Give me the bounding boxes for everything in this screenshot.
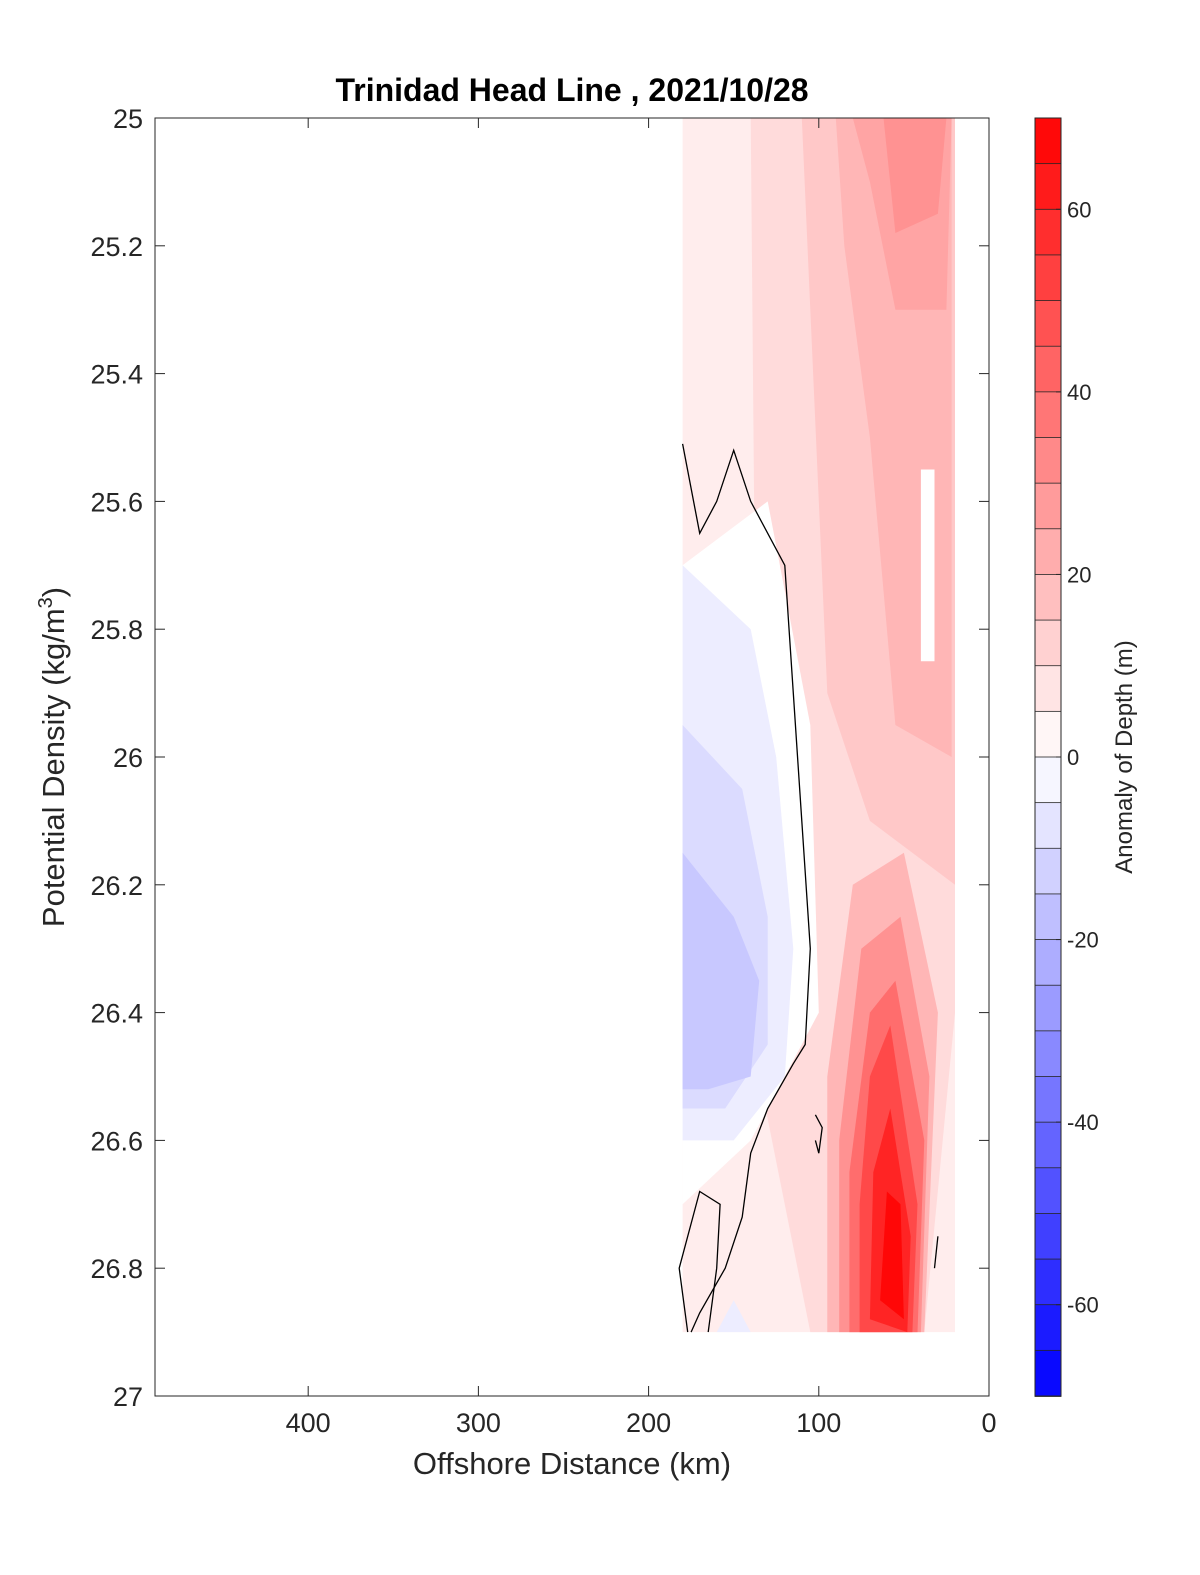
colorbar-tick-label: -40	[1067, 1110, 1099, 1135]
colorbar-step	[1034, 847, 1062, 895]
colorbar-step	[1034, 482, 1062, 530]
colorbar-ticks: 60 40 20 0 -20 -40 -60	[1056, 197, 1099, 1318]
colorbar-step	[1034, 1304, 1062, 1352]
colorbar-step	[1034, 391, 1062, 439]
y-tick-label: 25.2	[90, 232, 143, 262]
y-tick-label: 25.8	[90, 615, 143, 645]
y-tick-label: 26.6	[90, 1126, 143, 1156]
colorbar-step	[1034, 1030, 1062, 1078]
y-axis-ticks: 25 25.2 25.4 25.6 25.8 26 26.2 26.4 26.6 26.8 27	[90, 104, 989, 1412]
colorbar-step	[1034, 1076, 1062, 1124]
y-axis-label: Potential Density (kg/m3)	[35, 587, 71, 927]
colorbar-step	[1034, 574, 1062, 621]
colorbar-step	[1034, 1258, 1062, 1306]
y-tick-label: 25.6	[90, 487, 143, 517]
contour-region-near-zero-1	[920, 469, 935, 662]
x-tick-label: 0	[981, 1408, 996, 1438]
colorbar-step	[1034, 1167, 1062, 1215]
plot-area: 400 300 200 100 0 25 25.2 25.4 25.6 25.8 26 26.2 26…	[90, 104, 996, 1438]
colorbar-step	[1034, 756, 1062, 804]
zero-contour-line-2	[814, 1114, 823, 1154]
x-tick-label: 300	[456, 1408, 501, 1438]
colorbar-step	[1034, 163, 1062, 211]
x-axis-ticks: 400 300 200 100 0	[286, 118, 997, 1438]
colorbar-tick-label: -20	[1067, 928, 1099, 953]
y-axis-label-superscript: 3	[35, 597, 57, 608]
colorbar-step	[1034, 984, 1062, 1032]
y-tick-label: 26.8	[90, 1254, 143, 1284]
x-axis-label: Offshore Distance (km)	[413, 1446, 731, 1481]
colorbar-label: Anomaly of Depth (m)	[1111, 640, 1138, 873]
colorbar-tick-label: 0	[1067, 745, 1079, 770]
colorbar-tick-label: -60	[1067, 1293, 1099, 1318]
x-tick-label: 200	[626, 1408, 671, 1438]
colorbar-step	[1034, 117, 1062, 165]
x-tick-label: 400	[286, 1408, 331, 1438]
colorbar-steps	[1034, 117, 1062, 1397]
contour-region-positive-11	[880, 1191, 904, 1320]
contour-fill-layer	[682, 118, 955, 1333]
colorbar-step	[1034, 528, 1062, 576]
colorbar-step	[1034, 619, 1062, 667]
y-tick-label: 26	[113, 743, 143, 773]
colorbar-step	[1034, 1349, 1062, 1397]
colorbar-step	[1034, 254, 1062, 302]
colorbar-step	[1034, 893, 1062, 941]
y-axis-label-main: Potential Density (kg/m	[36, 608, 71, 927]
colorbar-step	[1034, 802, 1062, 850]
zero-contour-lines	[678, 443, 939, 1333]
colorbar-step	[1034, 939, 1062, 987]
y-tick-label: 26.4	[90, 999, 143, 1029]
colorbar-tick-label: 20	[1067, 562, 1091, 587]
chart-title: Trinidad Head Line , 2021/10/28	[335, 72, 808, 108]
colorbar-step	[1034, 437, 1062, 485]
colorbar: 60 40 20 0 -20 -40 -60 Anomaly of Depth (m)	[1034, 117, 1138, 1397]
zero-contour-line-3	[933, 1236, 939, 1269]
y-axis-label-close: )	[36, 587, 71, 597]
colorbar-step	[1034, 1213, 1062, 1260]
colorbar-step	[1034, 208, 1062, 256]
colorbar-step	[1034, 665, 1062, 713]
colorbar-step	[1034, 710, 1062, 758]
zero-contour-line-1	[678, 1190, 721, 1333]
colorbar-tick-label: 60	[1067, 197, 1091, 222]
y-tick-label: 25.4	[90, 360, 143, 390]
zero-contour-line-0	[681, 443, 811, 1333]
colorbar-step	[1034, 300, 1062, 348]
colorbar-step	[1034, 1121, 1062, 1169]
colorbar-tick-label: 40	[1067, 380, 1091, 405]
contour-region-positive-5	[883, 118, 947, 233]
y-tick-label: 25	[113, 104, 143, 134]
colorbar-step	[1034, 345, 1062, 393]
contour-region-negative-2	[682, 852, 760, 1090]
x-tick-label: 100	[796, 1408, 841, 1438]
y-tick-label: 27	[113, 1382, 143, 1412]
contour-region-negative-3	[716, 1300, 751, 1333]
y-tick-label: 26.2	[90, 871, 143, 901]
